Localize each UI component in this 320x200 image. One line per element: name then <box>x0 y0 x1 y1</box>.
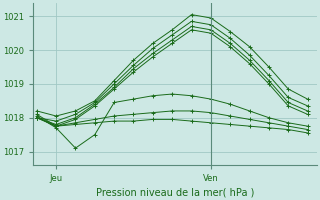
X-axis label: Pression niveau de la mer( hPa ): Pression niveau de la mer( hPa ) <box>96 187 254 197</box>
